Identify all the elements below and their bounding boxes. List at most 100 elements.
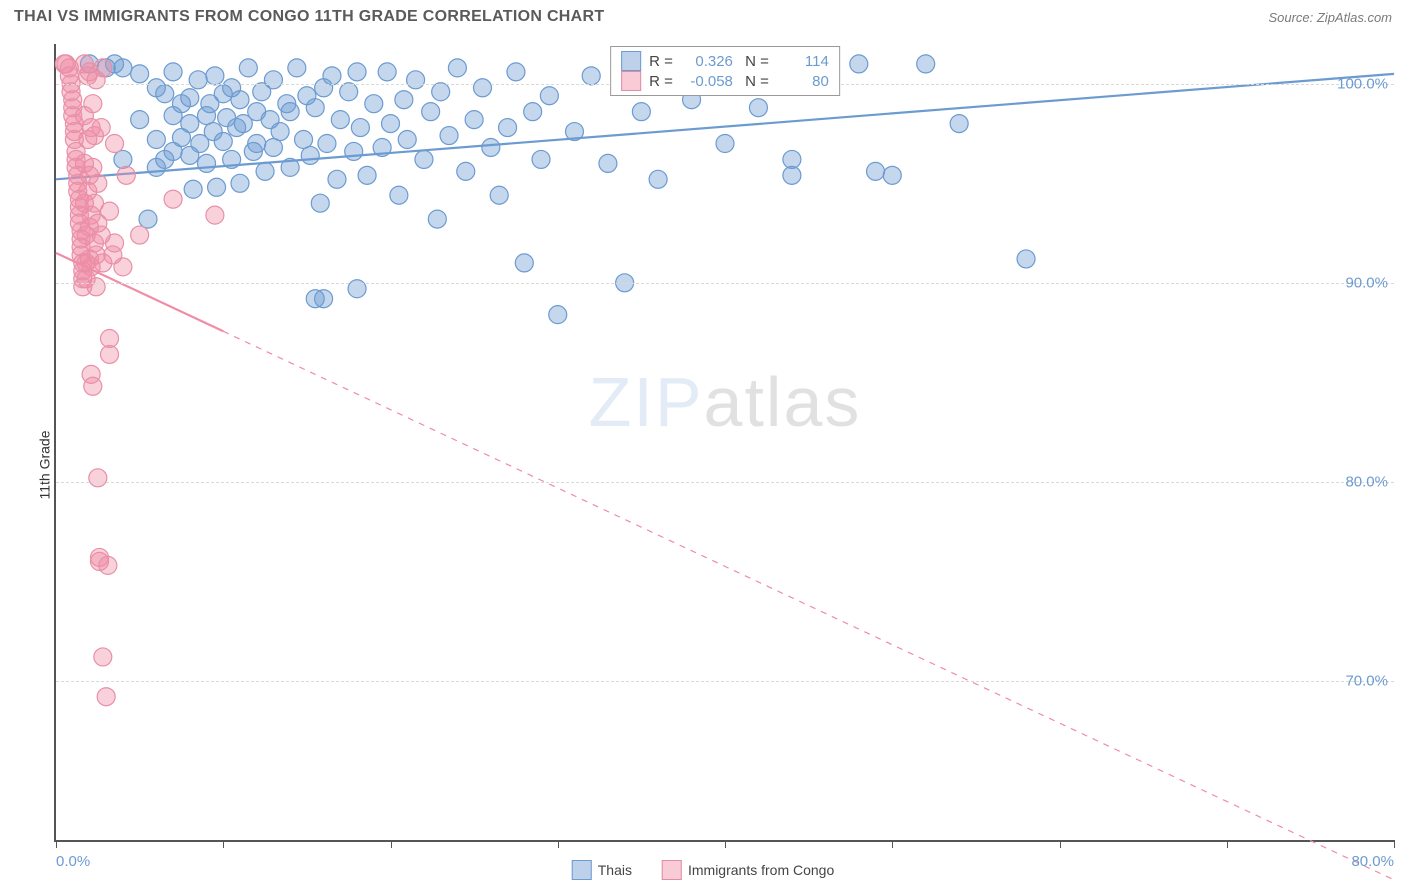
data-point	[97, 688, 115, 706]
data-point	[101, 202, 119, 220]
x-tick	[1060, 840, 1061, 848]
data-point	[378, 63, 396, 81]
data-point	[239, 59, 257, 77]
data-point	[92, 119, 110, 137]
data-point	[950, 115, 968, 133]
data-point	[499, 119, 517, 137]
data-point	[632, 103, 650, 121]
data-point	[340, 83, 358, 101]
data-point	[198, 154, 216, 172]
data-point	[139, 210, 157, 228]
scatter-svg	[56, 44, 1394, 840]
data-point	[206, 67, 224, 85]
y-tick-label: 80.0%	[1345, 473, 1388, 490]
data-point	[106, 135, 124, 153]
chart-container: 11th Grade R = 0.326 N = 114 R = -0.058 …	[0, 38, 1406, 892]
data-point	[248, 135, 266, 153]
legend-item-thais: Thais	[572, 860, 632, 880]
data-point	[428, 210, 446, 228]
stats-row-thais: R = 0.326 N = 114	[621, 51, 829, 71]
data-point	[365, 95, 383, 113]
data-point	[599, 154, 617, 172]
data-point	[117, 166, 135, 184]
data-point	[415, 150, 433, 168]
data-point	[256, 162, 274, 180]
data-point	[281, 103, 299, 121]
data-point	[382, 115, 400, 133]
data-point	[473, 79, 491, 97]
gridline-h	[56, 283, 1394, 284]
x-tick	[558, 840, 559, 848]
data-point	[264, 138, 282, 156]
data-point	[131, 111, 149, 129]
stats-row-congo: R = -0.058 N = 80	[621, 71, 829, 91]
data-point	[867, 162, 885, 180]
data-point	[422, 103, 440, 121]
legend-label-congo: Immigrants from Congo	[688, 862, 834, 878]
data-point	[1017, 250, 1035, 268]
data-point	[264, 71, 282, 89]
data-point	[507, 63, 525, 81]
data-point	[448, 59, 466, 77]
data-point	[114, 150, 132, 168]
n-label: N =	[741, 53, 769, 70]
data-point	[184, 180, 202, 198]
n-value-congo: 80	[777, 73, 829, 90]
n-label: N =	[741, 73, 769, 90]
data-point	[524, 103, 542, 121]
n-value-thais: 114	[777, 53, 829, 70]
header-bar: THAI VS IMMIGRANTS FROM CONGO 11TH GRADE…	[0, 0, 1406, 30]
trend-line-dashed	[223, 331, 1394, 879]
data-point	[84, 95, 102, 113]
x-tick	[391, 840, 392, 848]
data-point	[549, 306, 567, 324]
x-min-label: 0.0%	[56, 853, 90, 870]
data-point	[156, 85, 174, 103]
data-point	[231, 174, 249, 192]
data-point	[515, 254, 533, 272]
data-point	[295, 131, 313, 149]
x-max-label: 80.0%	[1351, 853, 1394, 870]
data-point	[189, 71, 207, 89]
data-point	[84, 377, 102, 395]
data-point	[328, 170, 346, 188]
r-label: R =	[649, 73, 673, 90]
data-point	[89, 469, 107, 487]
series-legend: Thais Immigrants from Congo	[572, 860, 835, 880]
data-point	[482, 138, 500, 156]
data-point	[288, 59, 306, 77]
data-point	[181, 89, 199, 107]
y-tick-label: 100.0%	[1337, 75, 1388, 92]
legend-item-congo: Immigrants from Congo	[662, 860, 834, 880]
data-point	[358, 166, 376, 184]
data-point	[315, 290, 333, 308]
data-point	[465, 111, 483, 129]
data-point	[114, 59, 132, 77]
x-tick	[892, 840, 893, 848]
data-point	[164, 63, 182, 81]
data-point	[351, 119, 369, 137]
plot-area: R = 0.326 N = 114 R = -0.058 N = 80 ZIPa…	[54, 44, 1394, 842]
data-point	[206, 206, 224, 224]
data-point	[783, 166, 801, 184]
r-value-thais: 0.326	[681, 53, 733, 70]
data-point	[87, 278, 105, 296]
source-label: Source: ZipAtlas.com	[1268, 10, 1392, 25]
data-point	[101, 330, 119, 348]
data-point	[440, 127, 458, 145]
data-point	[850, 55, 868, 73]
data-point	[231, 91, 249, 109]
data-point	[432, 83, 450, 101]
data-point	[311, 194, 329, 212]
data-point	[106, 234, 124, 252]
data-point	[114, 258, 132, 276]
data-point	[883, 166, 901, 184]
data-point	[398, 131, 416, 149]
data-point	[390, 186, 408, 204]
x-tick	[1227, 840, 1228, 848]
data-point	[271, 123, 289, 141]
data-point	[407, 71, 425, 89]
data-point	[84, 158, 102, 176]
r-label: R =	[649, 53, 673, 70]
stats-legend: R = 0.326 N = 114 R = -0.058 N = 80	[610, 46, 840, 96]
